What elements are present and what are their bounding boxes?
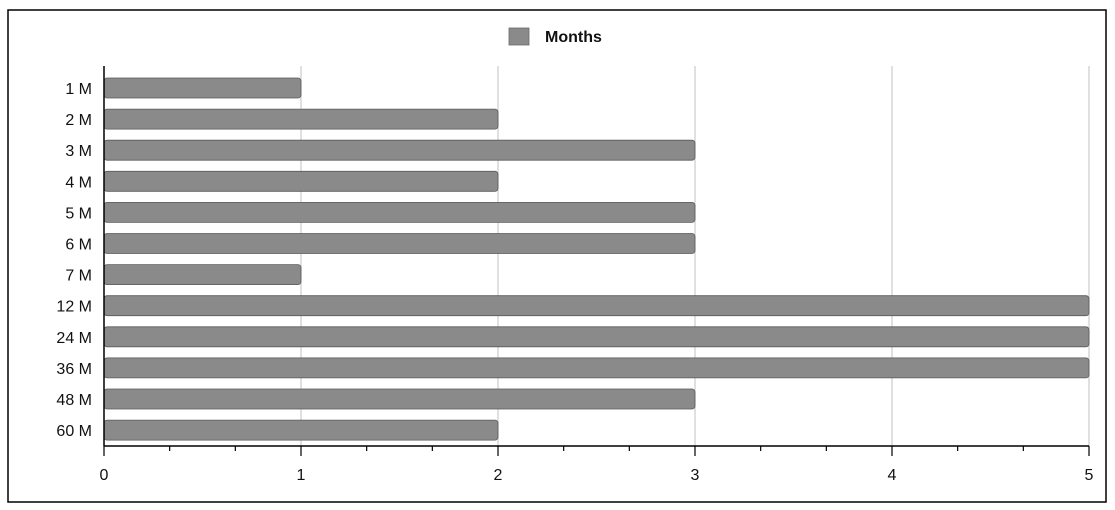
bar xyxy=(103,170,499,192)
x-tick-label: 3 xyxy=(691,467,700,484)
bar xyxy=(103,108,499,130)
y-tick-label: 48 M xyxy=(56,392,92,409)
y-tick-label: 24 M xyxy=(56,330,92,347)
y-tick-label: 2 M xyxy=(65,112,92,129)
axes xyxy=(103,66,1090,456)
bar xyxy=(103,419,499,441)
legend: Months xyxy=(508,27,602,46)
bar xyxy=(103,295,1090,317)
bar xyxy=(103,77,302,99)
bar xyxy=(103,139,696,161)
x-tick-label: 2 xyxy=(494,467,503,484)
legend-swatch xyxy=(508,27,530,46)
bar xyxy=(103,326,1090,348)
y-tick-label: 5 M xyxy=(65,205,92,222)
bar xyxy=(103,264,302,286)
legend-label: Months xyxy=(545,29,602,46)
y-tick-label: 60 M xyxy=(56,423,92,440)
y-tick-label: 3 M xyxy=(65,143,92,160)
y-tick-label: 4 M xyxy=(65,174,92,191)
x-tick-label: 0 xyxy=(100,467,109,484)
bar xyxy=(103,357,1090,379)
y-tick-label: 36 M xyxy=(56,361,92,378)
x-tick-label: 4 xyxy=(888,467,897,484)
y-tick-label: 1 M xyxy=(65,81,92,98)
y-tick-label: 6 M xyxy=(65,237,92,254)
bar xyxy=(103,233,696,254)
x-tick-label: 5 xyxy=(1085,467,1094,484)
bar xyxy=(103,201,696,223)
axis-labels: 1 M 2 M 3 M 4 M 5 M 6 M 7 M 12 M 24 M 36 M 48 M 60 … xyxy=(56,81,1093,484)
y-tick-label: 7 M xyxy=(65,268,92,285)
bar xyxy=(103,388,696,410)
x-tick-label: 1 xyxy=(297,467,306,484)
y-tick-label: 12 M xyxy=(56,299,92,316)
bars xyxy=(103,77,1090,441)
